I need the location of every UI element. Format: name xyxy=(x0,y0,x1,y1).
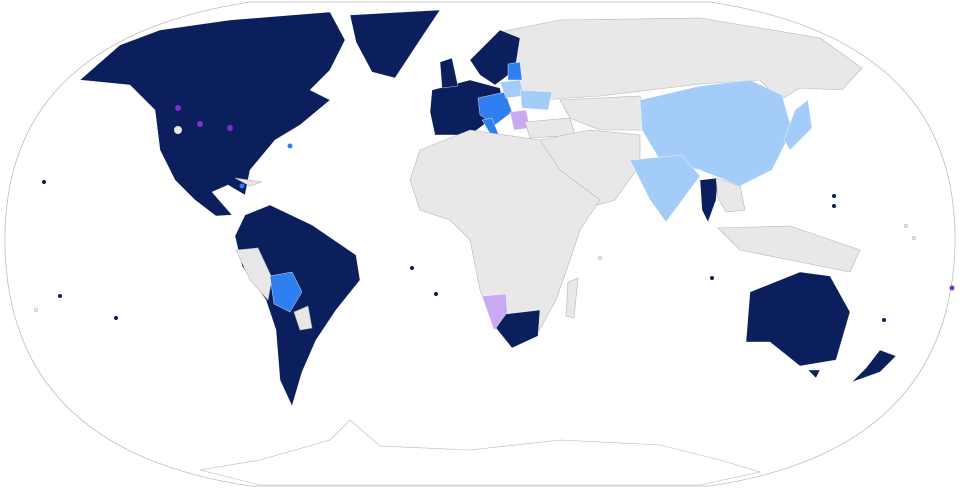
island-marker xyxy=(33,307,39,313)
south-africa xyxy=(495,309,541,349)
island-marker xyxy=(903,223,909,229)
tasmania xyxy=(807,369,821,379)
thailand xyxy=(699,177,719,223)
australia xyxy=(745,271,851,367)
greenland xyxy=(349,9,441,79)
madagascar xyxy=(565,277,579,319)
island-marker xyxy=(58,294,62,298)
island-marker xyxy=(949,285,955,291)
island-marker xyxy=(174,126,182,134)
baltics xyxy=(507,61,523,81)
central-europe xyxy=(477,91,513,126)
island-marker xyxy=(710,276,714,280)
island-marker xyxy=(175,105,181,111)
japan xyxy=(783,99,813,151)
india xyxy=(629,154,701,223)
island-marker xyxy=(227,125,233,131)
indonesia xyxy=(717,225,861,273)
british-isles xyxy=(439,57,459,89)
island-marker xyxy=(434,292,438,296)
island-marker xyxy=(410,266,414,270)
island-marker xyxy=(239,183,245,189)
paraguay xyxy=(293,305,313,331)
island-marker xyxy=(197,121,203,127)
island-marker xyxy=(114,316,118,320)
ukraine xyxy=(519,89,553,111)
island-marker xyxy=(597,255,603,261)
island-marker xyxy=(42,180,46,184)
bolivia xyxy=(269,271,303,313)
island-marker xyxy=(832,194,836,198)
island-marker xyxy=(832,204,836,208)
island-marker xyxy=(911,235,917,241)
cuba xyxy=(234,177,263,187)
peru xyxy=(235,247,273,301)
southeast-asia xyxy=(715,177,746,213)
antarctica xyxy=(199,419,761,486)
central-asia xyxy=(559,95,651,131)
island-marker xyxy=(287,143,293,149)
island-marker xyxy=(882,318,886,322)
new-zealand xyxy=(851,349,897,383)
north-america xyxy=(79,11,346,217)
africa xyxy=(409,129,601,337)
